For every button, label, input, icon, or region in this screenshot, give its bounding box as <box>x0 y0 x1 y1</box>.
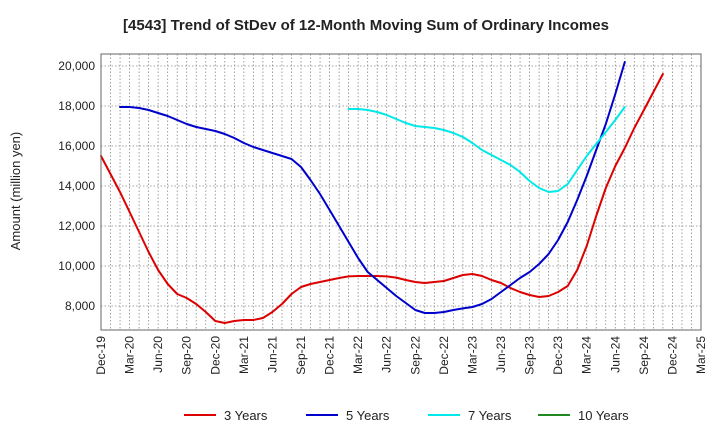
series-line-3 <box>347 106 626 193</box>
plot-frame <box>100 53 702 331</box>
x-tick-label: Mar-20 <box>123 336 137 374</box>
x-tick-label: Sep-23 <box>523 336 537 375</box>
x-tick-label: Dec-21 <box>323 336 337 375</box>
x-tick-label: Dec-19 <box>94 336 108 375</box>
x-tick-label: Mar-23 <box>465 336 479 374</box>
x-tick-label: Sep-21 <box>294 336 308 375</box>
legend-label: 7 Years <box>468 408 512 423</box>
x-tick-label: Dec-23 <box>551 336 565 375</box>
legend-label: 10 Years <box>578 408 629 423</box>
x-tick-label: Dec-24 <box>665 336 679 375</box>
x-tick-label: Mar-24 <box>580 336 594 374</box>
x-tick-label: Jun-23 <box>494 336 508 373</box>
legend-label: 5 Years <box>346 408 390 423</box>
y-tick-label: 8,000 <box>65 299 95 313</box>
x-tick-label: Sep-20 <box>180 336 194 375</box>
y-tick-label: 18,000 <box>58 99 95 113</box>
legend-label: 3 Years <box>224 408 268 423</box>
x-tick-labels: Dec-19 Mar-20 Jun-20 Sep-20 Dec-20 Mar-21 Jun-… <box>94 336 708 375</box>
series-line-2 <box>119 61 626 314</box>
y-tick-label: 10,000 <box>58 259 95 273</box>
x-tick-label: Mar-21 <box>237 336 251 374</box>
x-tick-label: Dec-22 <box>437 336 451 375</box>
series-lines <box>100 61 664 324</box>
x-tick-label: Sep-22 <box>408 336 422 375</box>
x-tick-label: Jun-21 <box>265 336 279 373</box>
x-tick-label: Mar-25 <box>694 336 708 374</box>
x-tick-label: Sep-24 <box>637 336 651 375</box>
y-tick-labels: 8,000 10,000 12,000 14,000 16,000 18,000 20,00… <box>58 59 95 313</box>
series-line-1 <box>100 73 664 324</box>
y-tick-label: 14,000 <box>58 179 95 193</box>
x-tick-label: Jun-24 <box>608 336 622 373</box>
legend: 3 Years 5 Years 7 Years 10 Years <box>184 408 629 423</box>
x-tick-label: Dec-20 <box>208 336 222 375</box>
x-tick-label: Jun-20 <box>151 336 165 373</box>
grid <box>100 54 702 330</box>
y-tick-label: 12,000 <box>58 219 95 233</box>
y-tick-label: 20,000 <box>58 59 95 73</box>
chart-title: [4543] Trend of StDev of 12-Month Moving… <box>123 17 609 34</box>
x-tick-label: Mar-22 <box>351 336 365 374</box>
y-tick-label: 16,000 <box>58 139 95 153</box>
y-axis-label: Amount (million yen) <box>8 132 23 251</box>
x-tick-label: Jun-22 <box>380 336 394 373</box>
